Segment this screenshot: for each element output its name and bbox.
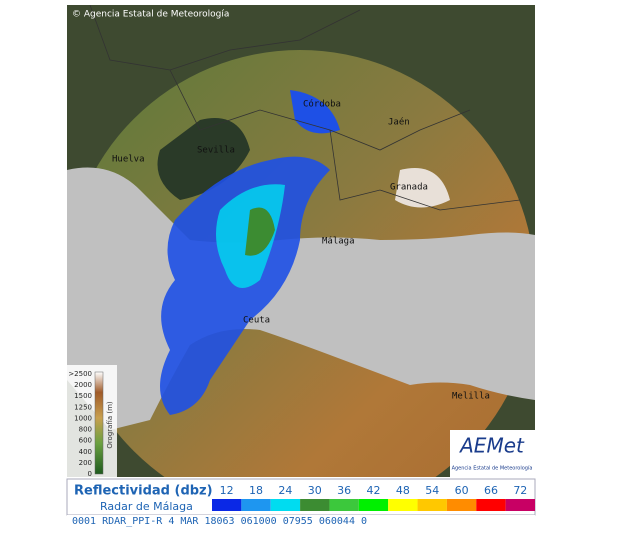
status-bar: [67, 515, 535, 526]
scale-label: 54: [425, 484, 439, 497]
orography-label: 0: [88, 470, 92, 478]
city-label: Granada: [390, 183, 428, 193]
orography-label: 800: [79, 426, 92, 434]
legend-subtitle: Radar de Málaga: [100, 500, 193, 513]
scale-swatch: [212, 499, 242, 511]
scale-swatch: [270, 499, 301, 511]
city-label: Sevilla: [197, 146, 235, 156]
orography-label: 200: [79, 459, 92, 467]
scale-swatch: [476, 499, 506, 511]
orography-label: >2500: [68, 370, 92, 378]
scale-swatch: [505, 499, 535, 511]
legend-title: Reflectividad (dbz): [74, 484, 213, 499]
city-label: Jaén: [388, 117, 410, 128]
scale-swatch: [388, 499, 418, 511]
scale-label: 66: [484, 484, 498, 497]
status-line: 0001 RDAR_PPI-R 4 MAR 18063 061000 07955…: [72, 516, 367, 527]
scale-swatch: [446, 499, 477, 511]
radar-echo: [245, 207, 275, 256]
city-label: Ceuta: [243, 316, 270, 326]
copyright: © Agencia Estatal de Meteorología: [72, 10, 229, 20]
orography-label: 400: [79, 448, 92, 456]
map: Córdoba Jaén Sevilla Huelva Granada Mála…: [67, 5, 535, 478]
orography-panel: [67, 365, 117, 477]
logo-box: [450, 430, 535, 477]
scale-label: 60: [455, 484, 469, 497]
orography-title: Orografía (m): [106, 401, 114, 449]
scale-label: 12: [220, 484, 234, 497]
orography-label: 600: [79, 437, 92, 445]
orography-label: 2000: [74, 381, 92, 389]
scale-label: 48: [396, 484, 410, 497]
dark-lowland: [157, 118, 250, 200]
logo-subtitle: Agencia Estatal de Meteorología: [452, 465, 533, 472]
city-label: Málaga: [322, 237, 355, 247]
scale-label: 24: [278, 484, 292, 497]
snow: [395, 168, 450, 208]
orography-label: 1000: [74, 414, 92, 422]
scale-swatch: [329, 499, 359, 511]
scale-label: 36: [337, 484, 351, 497]
scale-label: 18: [249, 484, 263, 497]
scale-label: 30: [308, 484, 322, 497]
borders: [89, 5, 521, 211]
scale-swatch: [358, 499, 389, 511]
city-label: Melilla: [452, 392, 490, 402]
scale-label: 72: [513, 484, 527, 497]
scale-label: 42: [367, 484, 381, 497]
orography-bar: [94, 371, 104, 475]
logo: AEMet: [458, 434, 525, 458]
color-scale: 12 18 24 30 36 42 48 54 60 66 72: [212, 484, 535, 511]
city-label: Huelva: [112, 155, 145, 165]
scale-swatch: [417, 499, 447, 511]
scale-swatch: [300, 499, 330, 511]
city-label: Córdoba: [303, 99, 341, 110]
scale-swatch: [241, 499, 271, 511]
orography-label: 1500: [74, 392, 92, 400]
sea: [67, 167, 535, 430]
orography-label: 1250: [74, 403, 92, 411]
